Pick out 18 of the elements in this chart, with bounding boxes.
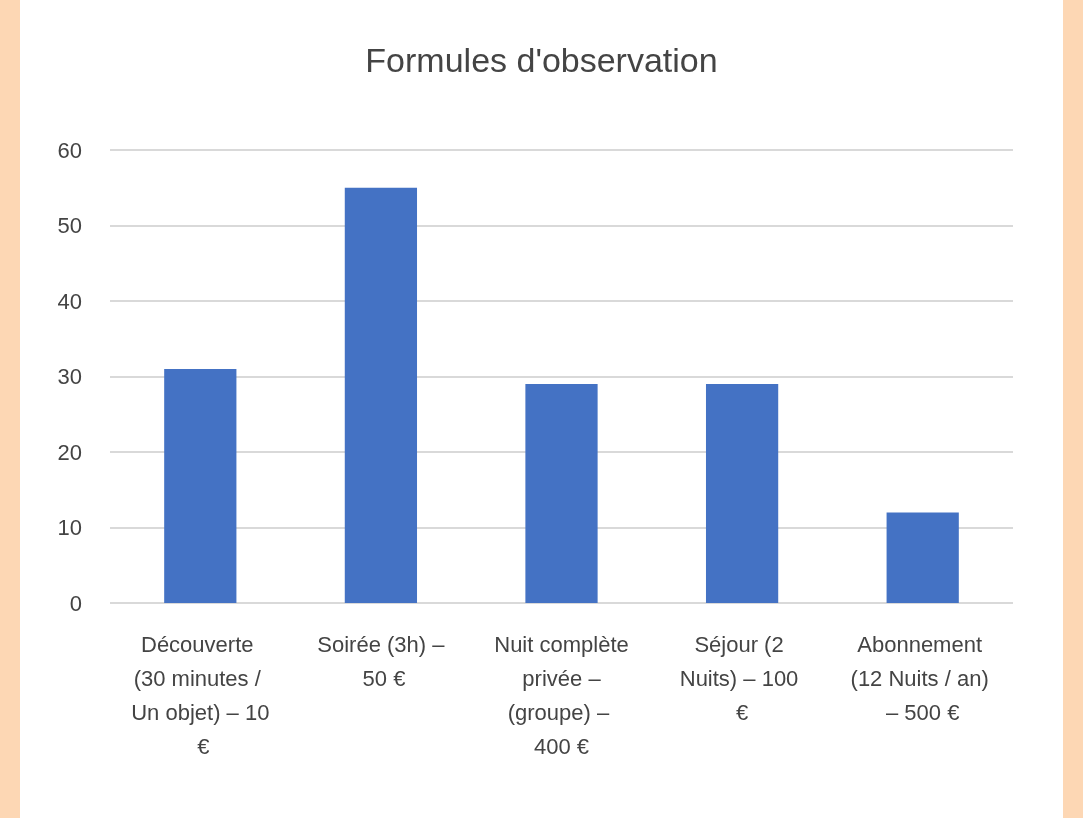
bar — [705, 384, 779, 603]
y-tick-label: 40 — [57, 288, 82, 314]
x-tick-label: Séjour (2 Nuits) – 100 € — [679, 631, 805, 725]
y-tick-label: 20 — [57, 439, 82, 465]
bar — [525, 384, 598, 603]
x-tick-label: Soirée (3h) – 50 € — [317, 631, 446, 691]
x-tick-label: Découverte (30 minutes / Un objet) – 10 € — [131, 631, 270, 759]
y-tick-label: 50 — [57, 213, 82, 238]
bar — [886, 512, 959, 603]
y-tick-label: 10 — [57, 515, 82, 540]
y-tick-label: 0 — [69, 590, 82, 616]
y-tick-label: 60 — [57, 137, 82, 163]
x-tick-label: Abonnement (12 Nuits / an) – 500 € — [850, 631, 995, 725]
chart-title: Formules d'observation — [365, 41, 718, 79]
y-tick-label: 30 — [57, 364, 82, 389]
x-tick-label: Nuit complète privée – (groupe) – 400 € — [494, 631, 629, 759]
bar — [164, 368, 237, 603]
bar — [344, 187, 418, 603]
